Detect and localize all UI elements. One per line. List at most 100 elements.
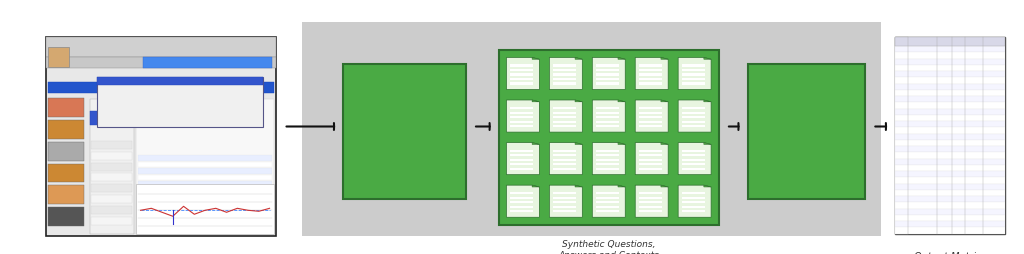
FancyBboxPatch shape [138, 168, 272, 174]
Text: Generate
synthetic test
data: Generate synthetic test data [369, 116, 440, 149]
FancyBboxPatch shape [895, 115, 1005, 122]
FancyBboxPatch shape [91, 185, 132, 193]
FancyBboxPatch shape [748, 65, 865, 199]
Polygon shape [549, 143, 583, 175]
FancyBboxPatch shape [553, 159, 577, 161]
FancyBboxPatch shape [553, 210, 577, 213]
FancyBboxPatch shape [596, 150, 620, 152]
FancyBboxPatch shape [96, 78, 262, 127]
Polygon shape [703, 101, 711, 102]
FancyBboxPatch shape [895, 221, 1005, 227]
FancyBboxPatch shape [138, 195, 272, 200]
FancyBboxPatch shape [46, 58, 276, 69]
FancyBboxPatch shape [510, 79, 534, 81]
FancyBboxPatch shape [510, 168, 534, 170]
Polygon shape [532, 143, 540, 145]
FancyBboxPatch shape [553, 193, 577, 195]
FancyBboxPatch shape [682, 154, 706, 157]
FancyBboxPatch shape [48, 142, 84, 161]
FancyBboxPatch shape [682, 112, 706, 114]
FancyBboxPatch shape [499, 51, 719, 225]
FancyBboxPatch shape [596, 83, 620, 85]
FancyBboxPatch shape [596, 197, 620, 199]
FancyBboxPatch shape [596, 206, 620, 208]
FancyBboxPatch shape [682, 210, 706, 213]
FancyBboxPatch shape [639, 125, 663, 128]
FancyBboxPatch shape [895, 184, 1005, 190]
FancyBboxPatch shape [553, 197, 577, 199]
FancyBboxPatch shape [138, 155, 272, 161]
Polygon shape [575, 58, 583, 60]
FancyBboxPatch shape [596, 79, 620, 81]
FancyBboxPatch shape [895, 171, 1005, 178]
Text: Output Metrics: Output Metrics [913, 251, 986, 254]
FancyBboxPatch shape [48, 99, 84, 117]
FancyBboxPatch shape [682, 70, 706, 72]
FancyBboxPatch shape [553, 79, 577, 81]
FancyBboxPatch shape [553, 108, 577, 110]
FancyBboxPatch shape [895, 90, 1005, 97]
FancyBboxPatch shape [510, 197, 534, 199]
Polygon shape [592, 58, 626, 90]
Polygon shape [549, 185, 583, 217]
FancyBboxPatch shape [895, 97, 1005, 103]
FancyBboxPatch shape [91, 217, 132, 225]
FancyBboxPatch shape [510, 74, 534, 76]
FancyBboxPatch shape [895, 215, 1005, 221]
Polygon shape [507, 101, 540, 133]
Text: Evaluate Metrics: Evaluate Metrics [763, 127, 850, 137]
FancyBboxPatch shape [136, 100, 274, 234]
FancyBboxPatch shape [596, 108, 620, 110]
FancyBboxPatch shape [510, 164, 534, 166]
FancyBboxPatch shape [639, 168, 663, 170]
FancyBboxPatch shape [510, 201, 534, 204]
FancyBboxPatch shape [639, 112, 663, 114]
FancyBboxPatch shape [553, 74, 577, 76]
FancyBboxPatch shape [596, 164, 620, 166]
Polygon shape [532, 101, 540, 102]
FancyBboxPatch shape [596, 210, 620, 213]
FancyBboxPatch shape [596, 168, 620, 170]
FancyBboxPatch shape [639, 159, 663, 161]
FancyBboxPatch shape [343, 65, 466, 199]
FancyBboxPatch shape [596, 74, 620, 76]
FancyBboxPatch shape [682, 164, 706, 166]
FancyBboxPatch shape [895, 122, 1005, 128]
FancyBboxPatch shape [553, 201, 577, 204]
FancyBboxPatch shape [596, 121, 620, 123]
FancyBboxPatch shape [553, 164, 577, 166]
FancyBboxPatch shape [138, 214, 272, 220]
FancyBboxPatch shape [895, 38, 908, 234]
FancyBboxPatch shape [91, 141, 132, 149]
FancyBboxPatch shape [138, 162, 272, 167]
Polygon shape [703, 185, 711, 187]
FancyBboxPatch shape [682, 206, 706, 208]
FancyBboxPatch shape [138, 221, 272, 226]
FancyBboxPatch shape [895, 38, 1005, 47]
FancyBboxPatch shape [895, 196, 1005, 202]
FancyBboxPatch shape [553, 168, 577, 170]
Polygon shape [618, 101, 626, 102]
FancyBboxPatch shape [138, 175, 272, 181]
FancyBboxPatch shape [48, 120, 84, 139]
FancyBboxPatch shape [895, 38, 1005, 234]
FancyBboxPatch shape [639, 117, 663, 119]
FancyBboxPatch shape [48, 208, 84, 226]
FancyBboxPatch shape [895, 84, 1005, 90]
FancyBboxPatch shape [138, 208, 272, 213]
FancyBboxPatch shape [553, 117, 577, 119]
FancyBboxPatch shape [96, 78, 262, 86]
FancyBboxPatch shape [596, 154, 620, 157]
FancyBboxPatch shape [510, 83, 534, 85]
Polygon shape [532, 58, 540, 60]
FancyBboxPatch shape [895, 153, 1005, 159]
FancyBboxPatch shape [138, 201, 272, 207]
FancyBboxPatch shape [895, 47, 1005, 53]
FancyBboxPatch shape [895, 227, 1005, 234]
FancyBboxPatch shape [895, 66, 1005, 72]
FancyBboxPatch shape [553, 154, 577, 157]
Polygon shape [532, 185, 540, 187]
FancyBboxPatch shape [895, 190, 1005, 196]
FancyBboxPatch shape [895, 109, 1005, 115]
FancyBboxPatch shape [510, 108, 534, 110]
